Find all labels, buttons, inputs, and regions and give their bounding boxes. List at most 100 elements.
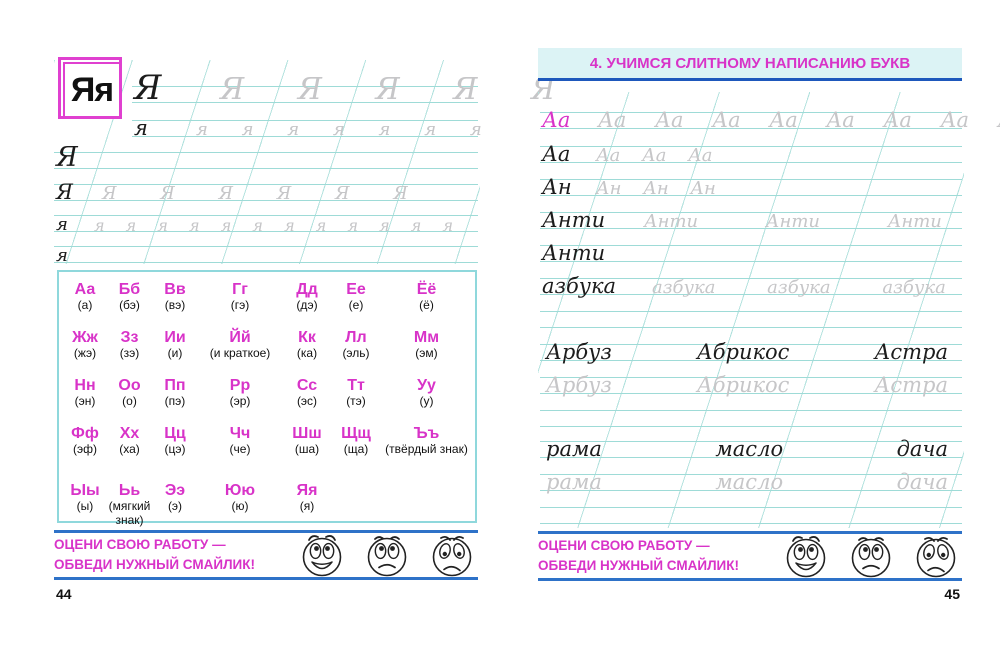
alphabet-letter: Зз xyxy=(120,329,139,346)
alphabet-cell: Чч (че) xyxy=(230,421,251,457)
empty-row xyxy=(540,507,962,524)
alphabet-cell: Гг (гэ) xyxy=(231,277,250,313)
trace-letters: Аа Аа Аа Аа Аа Аа Аа Аа xyxy=(598,108,1000,132)
alphabet-pronunciation: (е) xyxy=(348,298,364,313)
alphabet-cell: Йй (и краткое) xyxy=(210,325,271,361)
page-number: 45 xyxy=(944,586,960,602)
trace-letters: Ан Ан Ан xyxy=(596,178,716,199)
alphabet-cell: Ее (е) xyxy=(346,277,366,313)
alphabet-letter: Дд xyxy=(296,281,318,298)
practice-row: Я xyxy=(54,144,478,171)
alphabet-cell: Шш (ша) xyxy=(292,421,321,457)
alphabet-table: Аа (а) Бб (бэ) Вв (вэ) Гг (гэ) xyxy=(57,270,477,527)
alphabet-pronunciation: (ё) xyxy=(419,298,434,313)
model-word: Анти xyxy=(542,208,606,232)
alphabet-letter: Гг xyxy=(232,281,248,298)
trace-letters: Я Я Я Я Я xyxy=(220,72,556,107)
alphabet-pronunciation: (эс) xyxy=(296,394,318,409)
trace-letters: я я я я я я я xyxy=(196,119,482,140)
alphabet-letter: Ыы xyxy=(70,482,100,499)
smiley-crying-icon[interactable] xyxy=(914,533,958,579)
practice-row: Аа Аа Аа Аа Аа Аа Аа Аа Аа xyxy=(540,108,1000,132)
letter-box: Яя xyxy=(58,57,122,119)
alphabet-cell: Хх (ха) xyxy=(119,421,140,457)
alphabet-pronunciation: (дэ) xyxy=(296,298,318,313)
model-letter: Я xyxy=(134,68,162,108)
lesson-header: 4. УЧИМСЯ СЛИТНОМУ НАПИСАНИЮ БУКВ xyxy=(538,48,962,81)
self-check-line2: ОБВЕДИ НУЖНЫЙ СМАЙЛИК! xyxy=(54,557,255,572)
alphabet-letter: Хх xyxy=(119,425,140,442)
alphabet-pronunciation: (тэ) xyxy=(346,394,366,409)
alphabet-pronunciation: (эм) xyxy=(415,346,438,361)
model-letters: Ан xyxy=(542,175,572,199)
alphabet-pronunciation: (бэ) xyxy=(119,298,140,313)
practice-row: я xyxy=(54,246,478,265)
alphabet-cell: Щщ (ща) xyxy=(341,421,371,457)
alphabet-cell: Юю (ю) xyxy=(225,478,255,514)
model-letters: Аа xyxy=(542,142,571,166)
model-letter: я xyxy=(56,214,68,235)
trace-word: Абрикос xyxy=(696,373,790,397)
page-number: 44 xyxy=(56,586,72,602)
model-word: Абрикос xyxy=(696,340,790,364)
trace-word: Арбуз xyxy=(546,373,612,397)
alphabet-cell: Кк (ка) xyxy=(297,325,317,361)
alphabet-cell: Мм (эм) xyxy=(414,325,439,361)
alphabet-pronunciation: (ка) xyxy=(296,346,318,361)
alphabet-pronunciation: (эр) xyxy=(229,394,251,409)
alphabet-cell: Оо (о) xyxy=(118,373,140,409)
smiley-crying-icon[interactable] xyxy=(430,532,474,578)
trace-word: Анти Анти Анти xyxy=(644,211,942,232)
trace-word-row: рама масло дача xyxy=(540,472,962,493)
practice-row: рама масло дача xyxy=(540,437,962,461)
alphabet-letter: Сс xyxy=(296,377,318,394)
self-check-line1: ОЦЕНИ СВОЮ РАБОТУ — xyxy=(538,537,710,553)
model-word: дача xyxy=(896,437,948,461)
alphabet-pronunciation: (ы) xyxy=(76,499,94,514)
alphabet-pronunciation: (и краткое) xyxy=(209,346,271,361)
alphabet-pronunciation: (эн) xyxy=(74,394,96,409)
alphabet-pronunciation: (о) xyxy=(122,394,137,409)
alphabet-pronunciation: (у) xyxy=(419,394,434,409)
model-letters: Аа xyxy=(542,108,571,132)
alphabet-pronunciation: (цэ) xyxy=(164,442,186,457)
alphabet-cell: Дд (дэ) xyxy=(296,277,318,313)
alphabet-cell: Ёё (ё) xyxy=(417,277,437,313)
alphabet-letter: Бб xyxy=(118,281,141,298)
alphabet-pronunciation: (ха) xyxy=(119,442,140,457)
empty-row xyxy=(540,311,962,328)
alphabet-letter: Ээ xyxy=(164,482,186,499)
practice-row: Аа Аа Аа Аа xyxy=(540,142,962,166)
alphabet-letter: Жж xyxy=(72,329,98,346)
smiley-row xyxy=(784,533,962,579)
alphabet-cell: Яя (я) xyxy=(297,478,318,514)
alphabet-pronunciation: (эф) xyxy=(73,442,97,457)
trace-letters: я я я я я я я я я я я я xyxy=(94,216,454,235)
slant-guides-left xyxy=(54,60,480,264)
alphabet-letter: Пп xyxy=(164,377,186,394)
alphabet-cell: Тт (тэ) xyxy=(346,373,366,409)
smiley-happy-icon[interactable] xyxy=(300,532,344,578)
model-letter: я xyxy=(134,116,148,140)
trace-letters: Аа Аа Аа xyxy=(596,145,713,166)
alphabet-cell: Вв (вэ) xyxy=(164,277,185,313)
alphabet-letter: Лл xyxy=(345,329,367,346)
alphabet-letter: Уу xyxy=(417,377,436,394)
alphabet-pronunciation: (э) xyxy=(167,499,183,514)
smiley-row xyxy=(300,532,478,578)
smiley-sad-icon[interactable] xyxy=(365,532,409,578)
empty-row xyxy=(540,410,962,427)
alphabet-letter: Аа xyxy=(74,281,96,298)
alphabet-pronunciation: (гэ) xyxy=(230,298,250,313)
alphabet-letter: Щщ xyxy=(341,425,371,442)
alphabet-pronunciation: (эль) xyxy=(342,346,370,361)
smiley-sad-icon[interactable] xyxy=(849,533,893,579)
alphabet-cell: Ээ (э) xyxy=(165,478,185,514)
alphabet-cell: Ъъ (твёрдый знак) xyxy=(385,421,468,457)
self-check-footer: ОЦЕНИ СВОЮ РАБОТУ — ОБВЕДИ НУЖНЫЙ СМАЙЛИ… xyxy=(538,531,962,581)
alphabet-pronunciation: (мягкий знак) xyxy=(108,499,151,527)
smiley-happy-icon[interactable] xyxy=(784,533,828,579)
alphabet-cell: Ыы (ы) xyxy=(70,478,99,514)
self-check-line1: ОЦЕНИ СВОЮ РАБОТУ — xyxy=(54,536,226,552)
